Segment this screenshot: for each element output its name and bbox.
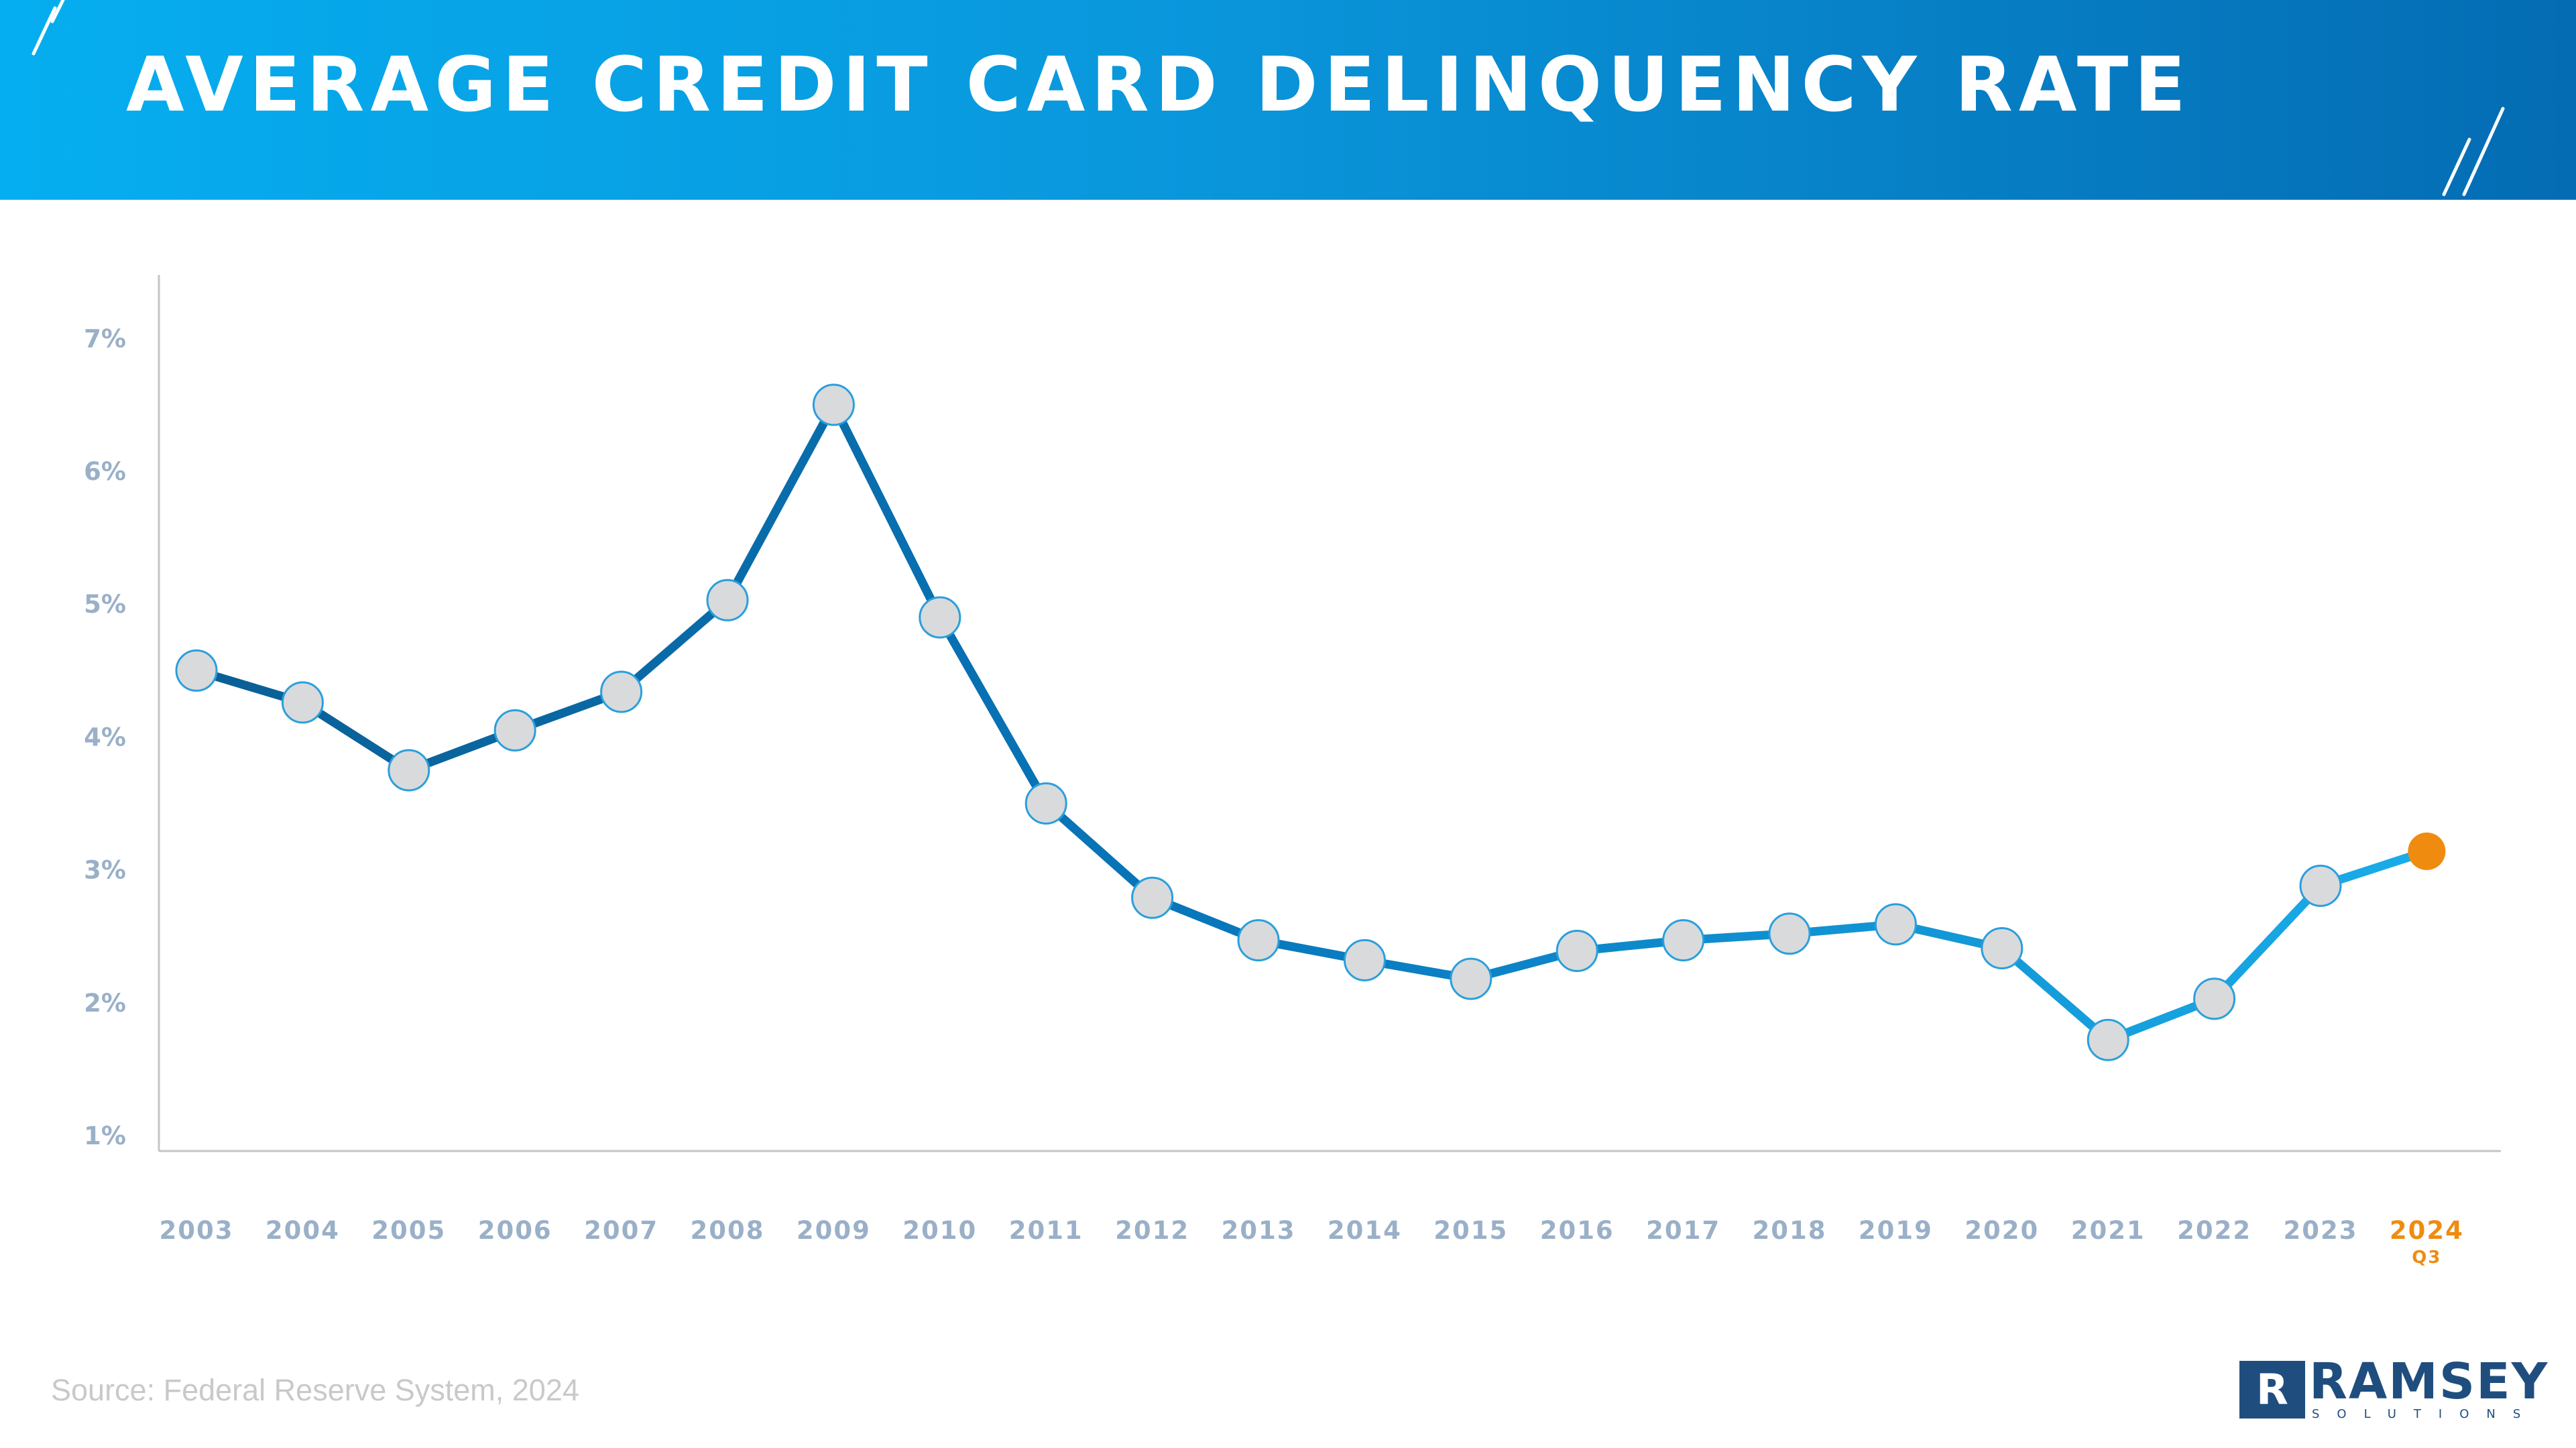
source-note: Source: Federal Reserve System, 2024 [51,1373,579,1407]
data-point [388,749,430,792]
x-tick-label: 2024 [2390,1216,2464,1245]
x-tick-label: 2008 [691,1216,765,1245]
data-point [600,670,643,713]
line-chart: 7%6%5%4%3%2%1% 2003 2004 2005 2006 2007 2008 2… [84,275,2501,1268]
data-point [1662,919,1705,962]
data-point [175,649,218,692]
x-tick-label: 2010 [902,1216,977,1245]
data-point [706,579,749,621]
x-tick-label: 2006 [478,1216,552,1245]
series-line [192,400,2431,1044]
x-tick-label: 2009 [797,1216,871,1245]
data-point [2299,864,2342,907]
x-tick-label: 2004 [266,1216,340,1245]
y-tick-labels: 7% 6% 5% 4% 3% 2% 1% [84,324,126,1150]
data-point [1131,876,1174,919]
x-tick-label: 2021 [2071,1216,2146,1245]
data-point [1237,919,1280,962]
logo-mark: R [2239,1361,2305,1419]
data-point [1556,930,1598,972]
x-tick-label: 2016 [1540,1216,1615,1245]
y-tick-label: 3% [84,856,126,885]
highlight-data-point [2408,832,2446,870]
data-markers [175,383,2446,1061]
y-tick-label: 2% [84,989,126,1018]
data-point [493,709,536,751]
x-tick-labels: 2003 2004 2005 2006 2007 2008 2009 2010 2011 2012… [160,1216,2464,1268]
data-point [2087,1018,2129,1061]
data-point [1981,927,2024,969]
x-tick-label: 2019 [1859,1216,1933,1245]
data-point [1024,782,1067,825]
x-tick-label: 2013 [1222,1216,1296,1245]
slash-decoration-left [32,0,65,56]
x-tick-label: 2003 [160,1216,234,1245]
data-point [2193,977,2236,1020]
y-tick-label: 5% [84,590,126,619]
data-point [1343,939,1386,981]
y-tick-label: 7% [84,324,126,353]
x-tick-label: 2022 [2177,1216,2251,1245]
x-tick-label: 2020 [1965,1216,2039,1245]
y-tick-label: 1% [84,1122,126,1150]
x-tick-label: 2018 [1753,1216,1827,1245]
logo-wordmark: RAMSEY [2309,1353,2549,1410]
slash-decoration-right [2442,107,2505,196]
x-tick-label: 2014 [1328,1216,1402,1245]
x-tick-label: 2012 [1115,1216,1189,1245]
page-title: AVERAGE CREDIT CARD DELINQUENCY RATE [126,42,2192,129]
data-point [919,596,961,639]
y-tick-label: 6% [84,457,126,486]
logo-subtitle: SOLUTIONS [2312,1407,2538,1421]
x-tick-label: 2011 [1009,1216,1084,1245]
data-point [1874,903,1917,946]
x-tick-label: 2023 [2284,1216,2358,1245]
title-banner: AVERAGE CREDIT CARD DELINQUENCY RATE [0,0,2576,200]
data-point [812,383,855,426]
data-point [281,681,324,724]
x-tick-label: 2005 [371,1216,446,1245]
x-tick-label: 2007 [584,1216,658,1245]
y-tick-label: 4% [84,723,126,751]
data-point [1768,912,1811,955]
ramsey-logo: R RAMSEY SOLUTIONS [2239,1355,2555,1423]
data-point [1450,957,1492,1000]
x-tick-label: 2017 [1646,1216,1720,1245]
x-tick-sublabel: Q3 [2412,1248,2441,1268]
x-tick-label: 2015 [1433,1216,1508,1245]
